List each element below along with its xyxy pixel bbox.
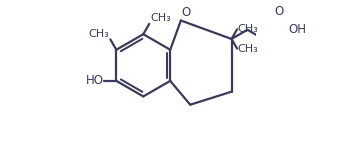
Text: CH₃: CH₃ bbox=[238, 24, 258, 34]
Text: CH₃: CH₃ bbox=[238, 44, 258, 54]
Text: CH₃: CH₃ bbox=[89, 29, 109, 39]
Text: OH: OH bbox=[289, 23, 307, 36]
Text: O: O bbox=[275, 5, 284, 18]
Text: HO: HO bbox=[86, 74, 103, 87]
Text: O: O bbox=[182, 6, 191, 19]
Text: CH₃: CH₃ bbox=[150, 13, 171, 23]
